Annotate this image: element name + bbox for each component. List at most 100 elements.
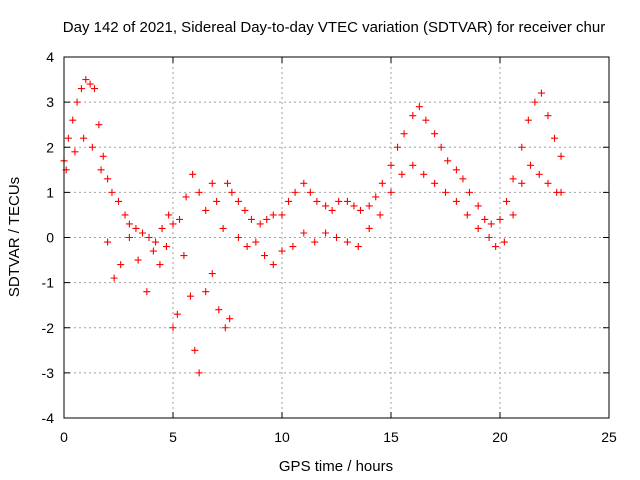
y-tick-label: 1 — [46, 184, 54, 200]
data-point — [269, 261, 277, 269]
data-point — [300, 179, 308, 187]
data-point — [291, 188, 299, 196]
data-point — [343, 238, 351, 246]
data-point — [77, 85, 85, 93]
data-points — [60, 76, 565, 377]
data-point — [104, 175, 112, 183]
data-point — [180, 252, 188, 260]
data-point — [442, 188, 449, 196]
data-point — [409, 161, 417, 169]
data-point — [372, 193, 380, 201]
data-point — [409, 112, 417, 120]
data-point — [241, 206, 249, 214]
data-point — [261, 252, 269, 260]
y-tick-labels: 4 3 2 1 0 -1 -2 -3 -4 — [42, 49, 55, 426]
data-point — [88, 143, 96, 151]
data-point — [125, 220, 133, 228]
data-point — [557, 152, 565, 160]
data-point — [91, 85, 99, 93]
data-point — [99, 152, 107, 160]
data-point — [162, 243, 170, 251]
data-point — [143, 288, 151, 296]
y-tick-label: -4 — [42, 410, 55, 426]
y-tick-label: -2 — [42, 320, 55, 336]
x-tick-label: 15 — [383, 429, 399, 445]
grid — [64, 57, 609, 418]
x-axis-label: GPS time / hours — [279, 458, 393, 475]
data-point — [221, 324, 229, 332]
data-point — [73, 98, 81, 106]
data-point — [422, 116, 430, 124]
x-tick-label: 5 — [169, 429, 177, 445]
data-point — [463, 211, 471, 219]
data-point — [191, 346, 199, 354]
data-point — [544, 179, 552, 187]
data-point — [208, 179, 216, 187]
data-point — [452, 197, 460, 205]
data-point — [226, 315, 234, 323]
data-point — [535, 170, 543, 178]
data-point — [289, 243, 297, 251]
axis-ticks — [63, 56, 610, 419]
data-point — [518, 179, 526, 187]
data-point — [110, 274, 118, 282]
data-point — [228, 188, 236, 196]
data-point — [311, 238, 319, 246]
data-point — [213, 197, 221, 205]
data-point — [485, 234, 493, 241]
data-point — [263, 215, 271, 223]
data-point — [481, 215, 489, 223]
data-point — [322, 202, 330, 210]
x-tick-labels: 0 5 10 15 20 25 — [60, 429, 617, 445]
data-point — [518, 143, 526, 151]
data-point — [256, 220, 264, 228]
data-point — [365, 224, 373, 232]
data-point — [224, 179, 231, 187]
data-point — [557, 188, 565, 196]
y-tick-label: 4 — [46, 49, 54, 65]
data-point — [202, 288, 210, 296]
data-point — [86, 80, 94, 88]
data-point — [138, 229, 146, 237]
data-point — [108, 188, 116, 196]
data-point — [152, 238, 160, 246]
data-point — [82, 76, 90, 84]
data-point — [531, 98, 539, 106]
data-point — [387, 188, 395, 196]
data-point — [459, 175, 467, 183]
data-point — [527, 161, 535, 169]
data-point — [354, 243, 362, 251]
data-point — [182, 193, 190, 201]
data-point — [444, 157, 452, 165]
y-tick-label: 3 — [46, 94, 54, 110]
data-point — [95, 121, 103, 129]
data-point — [415, 103, 423, 111]
x-tick-label: 20 — [492, 429, 508, 445]
data-point — [195, 369, 203, 377]
x-tick-label: 10 — [274, 429, 290, 445]
data-point — [452, 166, 460, 174]
data-point — [71, 148, 79, 156]
chart-title: Day 142 of 2021, Sidereal Day-to-day VTE… — [63, 19, 605, 36]
data-point — [234, 234, 242, 241]
data-point — [537, 89, 545, 97]
data-point — [333, 234, 340, 241]
series-2 — [62, 134, 565, 377]
data-point — [158, 224, 166, 232]
data-point — [474, 202, 482, 210]
data-point — [156, 261, 164, 269]
data-point — [524, 116, 532, 124]
data-point — [134, 256, 142, 264]
data-point — [509, 175, 517, 183]
data-point — [149, 247, 157, 255]
data-point — [285, 197, 293, 205]
data-point — [117, 261, 125, 269]
series-1 — [60, 76, 565, 246]
data-point — [400, 130, 408, 138]
data-point — [219, 224, 227, 232]
data-point — [125, 234, 133, 241]
data-point — [306, 188, 314, 196]
data-point — [398, 170, 406, 178]
data-point — [189, 170, 197, 178]
